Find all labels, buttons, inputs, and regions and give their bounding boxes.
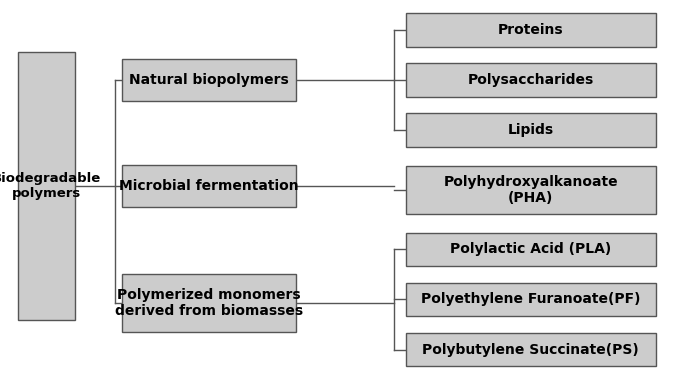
FancyBboxPatch shape: [406, 63, 656, 97]
Text: Lipids: Lipids: [508, 123, 554, 137]
FancyBboxPatch shape: [406, 283, 656, 316]
FancyBboxPatch shape: [121, 164, 296, 207]
Text: Microbial fermentation: Microbial fermentation: [119, 179, 299, 193]
FancyBboxPatch shape: [121, 275, 296, 332]
Text: Polybutylene Succinate(PS): Polybutylene Succinate(PS): [423, 343, 639, 357]
FancyBboxPatch shape: [406, 232, 656, 266]
Text: Natural biopolymers: Natural biopolymers: [129, 73, 289, 87]
FancyBboxPatch shape: [406, 13, 656, 46]
Text: Polyethylene Furanoate(PF): Polyethylene Furanoate(PF): [421, 292, 640, 307]
Text: Polylactic Acid (PLA): Polylactic Acid (PLA): [450, 242, 612, 256]
Text: Polysaccharides: Polysaccharides: [468, 73, 594, 87]
FancyBboxPatch shape: [121, 58, 296, 101]
Text: Polymerized monomers
derived from biomasses: Polymerized monomers derived from biomas…: [115, 288, 303, 318]
Text: Polyhydroxyalkanoate
(PHA): Polyhydroxyalkanoate (PHA): [444, 174, 618, 205]
Text: Proteins: Proteins: [498, 23, 564, 37]
FancyBboxPatch shape: [406, 113, 656, 147]
FancyBboxPatch shape: [406, 333, 656, 366]
FancyBboxPatch shape: [18, 52, 75, 320]
FancyBboxPatch shape: [406, 166, 656, 214]
Text: Biodegradable
polymers: Biodegradable polymers: [0, 172, 101, 200]
